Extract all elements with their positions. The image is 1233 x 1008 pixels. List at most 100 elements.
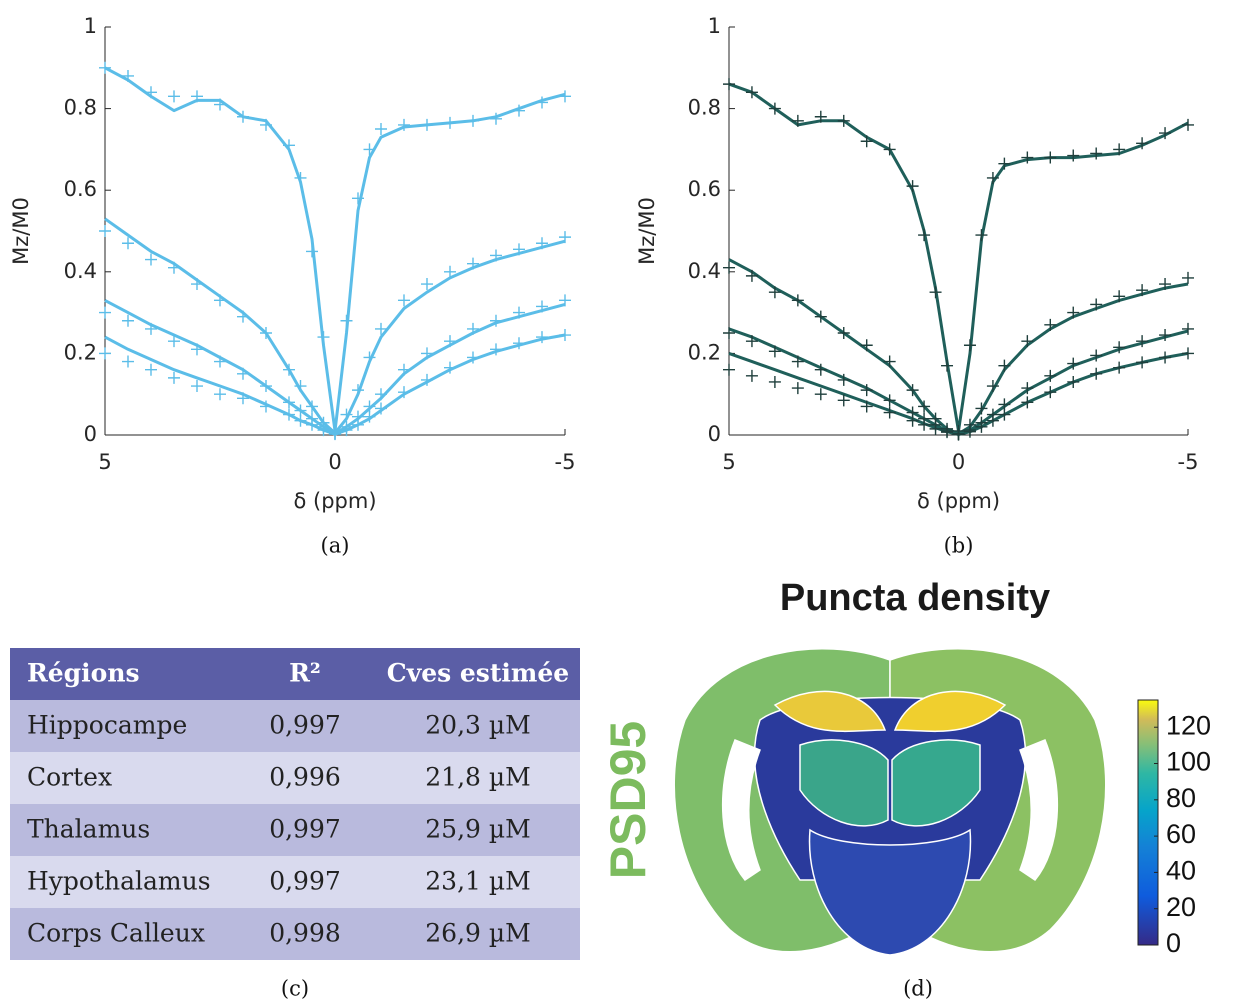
colorbar-tick-label: 100 bbox=[1166, 747, 1211, 777]
header-cell: Régions bbox=[27, 659, 140, 688]
x-tick-label: 5 bbox=[722, 450, 735, 474]
table-row bbox=[10, 804, 580, 856]
data-point bbox=[352, 384, 364, 397]
data-point bbox=[467, 114, 479, 127]
x-axis-label: δ (ppm) bbox=[917, 489, 1000, 513]
table-cell: Corps Calleux bbox=[27, 919, 205, 948]
data-point bbox=[837, 114, 850, 127]
data-point bbox=[283, 139, 295, 152]
data-point bbox=[837, 327, 850, 339]
thalamus-right bbox=[891, 739, 981, 827]
data-point bbox=[191, 343, 203, 356]
data-point bbox=[986, 380, 999, 393]
data-point bbox=[352, 192, 364, 205]
data-point bbox=[837, 373, 850, 386]
data-point bbox=[883, 394, 896, 407]
data-point bbox=[99, 225, 111, 237]
data-point bbox=[559, 90, 571, 103]
caption: (b) bbox=[944, 534, 974, 558]
data-point bbox=[768, 286, 781, 299]
data-point bbox=[1067, 149, 1080, 162]
hippocampus-right bbox=[893, 690, 1007, 733]
data-point bbox=[283, 408, 295, 421]
data-point bbox=[1113, 290, 1126, 303]
data-point bbox=[1067, 375, 1080, 388]
data-point bbox=[918, 229, 931, 242]
data-point bbox=[352, 418, 364, 431]
data-point bbox=[952, 428, 965, 441]
table-cell: 26,9 µM bbox=[425, 919, 530, 948]
data-point bbox=[294, 380, 307, 393]
data-point bbox=[283, 363, 295, 376]
data-point bbox=[745, 269, 758, 282]
data-point bbox=[191, 380, 203, 393]
data-point bbox=[363, 143, 376, 156]
data-point bbox=[1182, 271, 1194, 284]
y-axis-label: Mz/M0 bbox=[635, 197, 659, 265]
hypothalamus bbox=[808, 828, 972, 956]
data-point bbox=[1090, 298, 1103, 311]
data-point bbox=[122, 314, 134, 327]
data-point bbox=[375, 388, 387, 401]
data-point bbox=[1182, 347, 1194, 360]
data-point bbox=[294, 414, 307, 427]
data-point bbox=[168, 335, 180, 348]
data-point bbox=[513, 243, 525, 256]
data-point bbox=[883, 406, 896, 419]
data-point bbox=[99, 306, 111, 319]
data-point bbox=[398, 294, 410, 307]
colorbar-tick-label: 120 bbox=[1166, 710, 1211, 740]
y-tick-label: 0.6 bbox=[64, 177, 97, 201]
ventricle-right bbox=[1019, 739, 1059, 881]
table-cell: 21,8 µM bbox=[425, 763, 530, 792]
data-point bbox=[168, 371, 180, 384]
data-point bbox=[963, 425, 976, 438]
data-point bbox=[883, 143, 896, 156]
data-point bbox=[768, 375, 781, 388]
data-point bbox=[294, 404, 307, 417]
data-point bbox=[986, 171, 999, 184]
data-point bbox=[467, 257, 479, 270]
data-point bbox=[1113, 361, 1126, 374]
data-point bbox=[791, 114, 804, 127]
y-tick-label: 0.8 bbox=[64, 96, 97, 120]
data-point bbox=[906, 180, 919, 193]
data-point bbox=[536, 237, 548, 250]
colorbar-tick-label: 60 bbox=[1166, 819, 1196, 849]
data-point bbox=[421, 118, 433, 131]
y-tick-label: 0 bbox=[84, 422, 97, 446]
data-point bbox=[398, 386, 410, 399]
data-point bbox=[122, 237, 134, 250]
data-point bbox=[559, 294, 571, 307]
data-point bbox=[1090, 147, 1103, 160]
data-point bbox=[306, 245, 318, 258]
table-cell: Hypothalamus bbox=[27, 867, 211, 896]
data-point bbox=[260, 400, 272, 413]
data-point bbox=[860, 339, 873, 352]
data-point bbox=[1159, 351, 1172, 364]
data-point bbox=[421, 373, 433, 386]
data-point bbox=[1021, 396, 1034, 409]
data-point bbox=[513, 337, 525, 350]
data-point bbox=[860, 400, 873, 413]
data-point bbox=[317, 331, 330, 344]
data-point bbox=[723, 261, 735, 274]
data-point bbox=[1159, 278, 1172, 291]
data-point bbox=[1136, 137, 1149, 150]
data-point bbox=[883, 355, 896, 368]
data-point bbox=[929, 422, 942, 435]
data-point bbox=[745, 335, 758, 348]
data-point bbox=[745, 369, 758, 382]
data-point bbox=[99, 347, 111, 360]
data-point bbox=[375, 322, 387, 335]
table-row bbox=[10, 908, 580, 960]
data-point bbox=[1136, 335, 1149, 348]
ventricle-left bbox=[721, 739, 761, 881]
data-point bbox=[168, 90, 180, 103]
table-cell: 23,1 µM bbox=[425, 867, 530, 896]
chart: 00.20.40.60.815 0 -5δ (ppm)Mz/M0(a) bbox=[9, 14, 575, 558]
table-cell: 0,997 bbox=[269, 867, 341, 896]
data-point bbox=[986, 414, 999, 427]
data-point bbox=[906, 384, 919, 397]
y-axis-label: Mz/M0 bbox=[9, 197, 33, 265]
